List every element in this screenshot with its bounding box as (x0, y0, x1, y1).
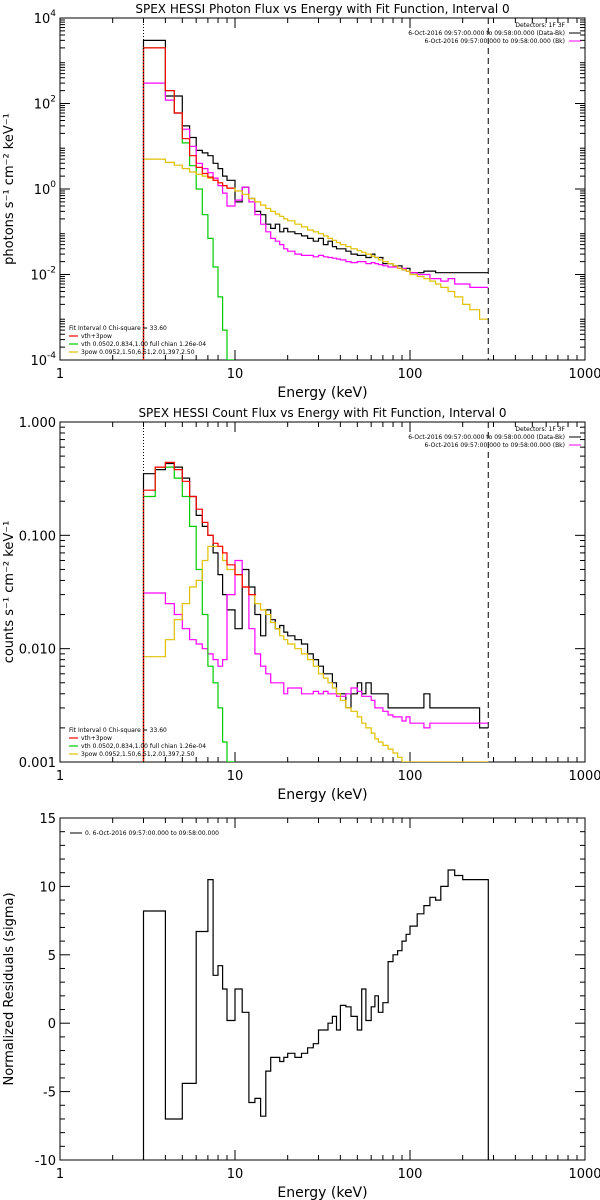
x-tick-label: 10 (227, 1167, 244, 1182)
series-line-2 (142, 82, 489, 360)
y-axis: 10-4 10-2 100 102 104 photons s⁻¹ cm⁻² keV⁻¹ (2, 9, 585, 369)
legend-top-entry: 6-Oct-2016 09:57:00.000 to 09:58:00.000 … (408, 434, 565, 441)
series-line-2 (142, 559, 489, 762)
legend-bottom-entry: vth+3pow (81, 735, 112, 742)
series-line-4 (142, 158, 489, 360)
legend-bottom-entry: vth 0.0502,0.834,1.00 full chian 1.26e-0… (81, 743, 206, 750)
legend-bottom-entry: Fit Interval 0 Chi-square = 33.60 (69, 325, 167, 332)
y-axis-label: photons s⁻¹ cm⁻² keV⁻¹ (2, 113, 17, 265)
legend-inset-entry: 0. 6-Oct-2016 09:57:00.000 to 09:58:00.0… (85, 830, 219, 837)
panel-1: SPEX HESSI Photon Flux vs Energy with Fi… (2, 2, 600, 401)
series-line-1 (142, 39, 489, 360)
x-axis-label: Energy (keV) (277, 787, 367, 803)
plot-frame (59, 817, 586, 1161)
series-line-4 (142, 545, 489, 762)
legend-bottom-entry: Fit Interval 0 Chi-square = 33.60 (69, 727, 167, 734)
y-tick-label: 0 (48, 1017, 56, 1032)
series-line-5 (142, 461, 257, 762)
series-group (142, 39, 489, 360)
series-group (142, 461, 489, 762)
legend-bottom-entry: 3pow 0.0952,1.50,6.51,2.01,397,2.50 (81, 751, 195, 758)
y-tick-label: 1.000 (19, 416, 56, 431)
x-tick-label: 100 (398, 769, 423, 784)
legend-top-entry: 6-Oct-2016 09:57:00.000 to 09:58:00.000 … (425, 442, 566, 449)
y-tick-label: 5 (48, 949, 56, 964)
y-tick-label: 0.010 (19, 643, 56, 658)
plot-frame (59, 17, 586, 361)
y-tick-label: 10-2 (30, 266, 56, 284)
y-tick-label: 100 (34, 180, 57, 198)
chart-title: SPEX HESSI Photon Flux vs Energy with Fi… (135, 2, 509, 16)
x-axis: 1 10 100 1000 Energy (keV) (56, 818, 600, 1200)
y-tick-label: -5 (43, 1086, 56, 1101)
legend-bottom-entry: vth 0.0502,0.834,1.00 full chian 1.26e-0… (81, 341, 206, 348)
legend-top-entry: 6-Oct-2016 09:57:00.000 to 09:58:00.000 … (425, 38, 566, 45)
x-tick-label: 1 (56, 1167, 64, 1182)
legend-bottom-entry: vth+3pow (81, 333, 112, 340)
series-group (142, 869, 489, 1160)
series-line-1 (142, 462, 489, 762)
y-axis-label: counts s⁻¹ cm⁻² keV⁻¹ (2, 521, 17, 664)
y-tick-label: 102 (34, 95, 56, 113)
x-tick-label: 100 (398, 1167, 423, 1182)
x-tick-label: 1000 (568, 769, 600, 784)
series-line-3 (142, 466, 235, 762)
x-tick-label: 10 (227, 367, 244, 382)
series-line-1 (142, 869, 489, 1160)
y-tick-label: -10 (35, 1154, 56, 1169)
series-line-3 (142, 47, 235, 360)
y-axis: -10 -5 0 5 10 15 Normalized Residuals (sigma) (2, 812, 585, 1169)
y-axis: 0.001 0.010 0.100 1.000 counts s⁻¹ cm⁻² keV⁻… (2, 416, 585, 771)
x-tick-label: 1 (56, 367, 64, 382)
y-tick-label: 10 (39, 880, 56, 895)
y-axis-label: Normalized Residuals (sigma) (2, 892, 17, 1085)
y-tick-label: 104 (34, 9, 57, 27)
x-axis-label: Energy (keV) (277, 385, 367, 401)
panel-2: SPEX HESSI Count Flux vs Energy with Fit… (2, 406, 600, 803)
chart-title: SPEX HESSI Count Flux vs Energy with Fit… (138, 406, 506, 420)
x-axis-label: Energy (keV) (277, 1185, 367, 1200)
x-tick-label: 1000 (568, 367, 600, 382)
x-tick-label: 10 (227, 769, 244, 784)
x-tick-label: 100 (398, 367, 423, 382)
y-tick-label: 10-4 (30, 351, 56, 369)
legend-bottom-entry: 3pow 0.0952,1.50,6.51,2.01,397,2.50 (81, 349, 195, 356)
panel-3: 1 10 100 1000 Energy (keV) -10 -5 0 5 10 15 Normali… (2, 812, 600, 1200)
legend-top-entry: Detectors: 1F 3F (515, 22, 565, 29)
series-line-5 (142, 47, 235, 360)
legend-top-entry: 6-Oct-2016 09:57:00.000 to 09:58:00.000 … (408, 30, 565, 37)
x-axis: 1 10 100 1000 Energy (keV) (56, 422, 600, 803)
plot-frame (59, 421, 586, 763)
y-tick-label: 0.100 (19, 529, 56, 544)
y-tick-label: 0.001 (19, 756, 56, 771)
x-tick-label: 1000 (568, 1167, 600, 1182)
x-tick-label: 1 (56, 769, 64, 784)
legend-top-entry: Detectors: 1F 3F (515, 426, 565, 433)
y-tick-label: 15 (39, 812, 56, 827)
x-axis: 1 10 100 1000 Energy (keV) (56, 18, 600, 401)
